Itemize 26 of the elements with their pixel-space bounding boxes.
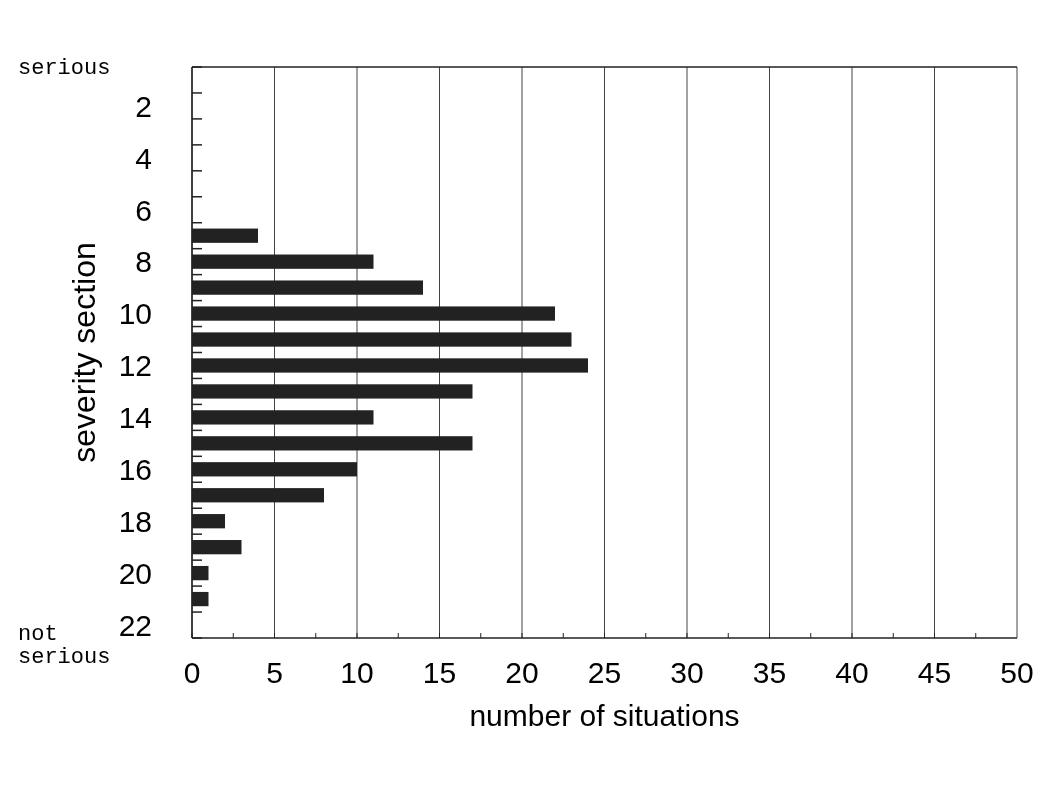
x-tick-label: 45	[917, 656, 952, 689]
y-tick-label: 18	[118, 505, 152, 538]
x-tick-label: 10	[340, 656, 374, 689]
x-tick-label: 50	[1000, 656, 1034, 689]
x-tick-label: 15	[422, 656, 457, 689]
x-tick-label: 30	[670, 656, 704, 689]
y-tick-label: 12	[118, 349, 152, 383]
y-tick-label: 14	[118, 401, 152, 435]
text: serious	[18, 56, 111, 81]
y-tick-label: 4	[135, 141, 152, 175]
y-tick-label: 20	[118, 556, 152, 590]
y-tick-label: 2	[135, 89, 152, 123]
y-tick-label: 8	[135, 245, 152, 279]
text: not serious	[18, 622, 111, 671]
x-tick-label: 25	[587, 656, 622, 689]
y-tick-label: 6	[135, 193, 152, 227]
y-tick-label: 10	[118, 297, 152, 331]
y-axis-title: severity section	[66, 242, 102, 463]
x-tick-label: 0	[183, 656, 201, 689]
x-tick-label: 5	[266, 656, 283, 689]
x-axis-title: number of situations	[469, 699, 740, 732]
x-tick-label: 35	[752, 656, 787, 689]
x-tick-label: 40	[835, 656, 869, 689]
x-tick-label: 20	[505, 656, 539, 689]
y-tick-label: 16	[118, 453, 152, 487]
y-tick-label: 22	[118, 608, 152, 642]
